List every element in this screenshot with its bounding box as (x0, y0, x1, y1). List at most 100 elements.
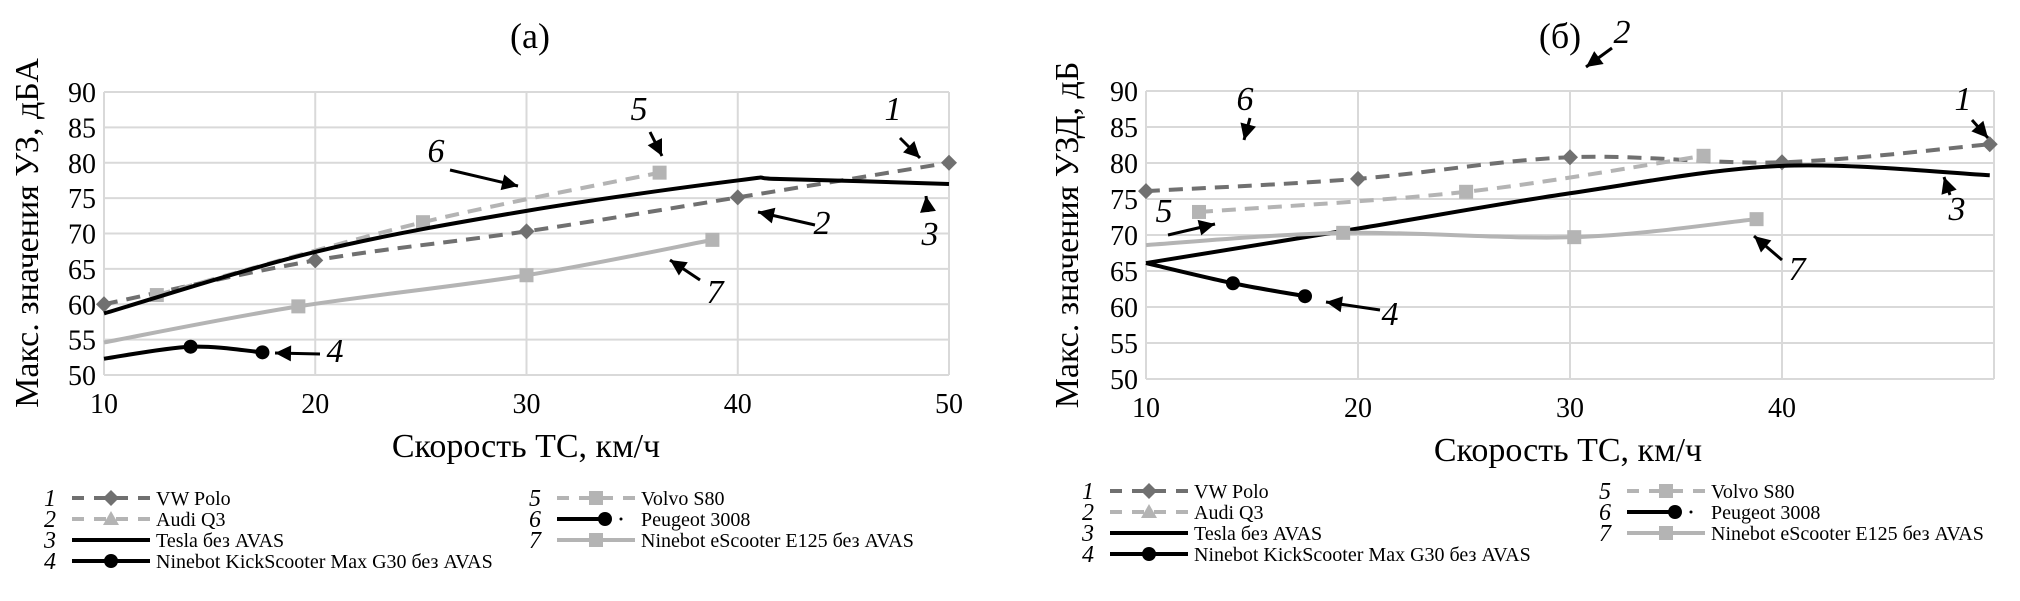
y-tick-label: 55 (1110, 329, 1138, 360)
callout-arrow-head (1240, 122, 1256, 140)
x-tick-label: 30 (513, 389, 541, 420)
data-point-marker (1696, 148, 1711, 163)
legend-marker (103, 511, 119, 525)
callout-arrow-head (670, 260, 688, 276)
data-point-marker (1749, 212, 1764, 227)
data-point-marker (1567, 230, 1582, 245)
x-tick-label: 20 (1344, 393, 1372, 424)
legend-item: 7 Ninebot eScooter E125 без AVAS (1599, 521, 1984, 547)
series-4 (103, 339, 270, 361)
y-tick-label: 65 (1110, 257, 1138, 288)
data-point-marker (1336, 225, 1351, 240)
data-point-marker (1138, 183, 1154, 200)
legend-dot (619, 517, 623, 521)
x-tick-label: 10 (90, 389, 118, 420)
legend-number: 3 (43, 528, 56, 554)
legend-label: Audi Q3 (1194, 502, 1263, 524)
callout-arrow-head (1971, 120, 1988, 138)
data-point-marker (1459, 184, 1474, 199)
callout-arrow-head (1754, 236, 1772, 253)
y-tick-label: 85 (1110, 113, 1138, 144)
y-axis-label: Макс. значения УЗД, дБ (1049, 62, 1086, 409)
data-point-marker (519, 268, 534, 283)
callout-arrow-head (500, 174, 518, 191)
legend-dot (1689, 510, 1693, 514)
series-3 (1145, 163, 1990, 266)
data-point-marker (1225, 276, 1240, 291)
x-tick-label: 20 (301, 389, 329, 420)
callout-label: 4 (327, 333, 344, 370)
series-5 (149, 165, 667, 303)
y-tick-label: 85 (68, 113, 96, 144)
series-line (1145, 261, 1306, 299)
callout-label: 3 (921, 216, 939, 253)
y-tick-label: 60 (68, 290, 96, 321)
legend-label: Ninebot KickScooter Max G30 без AVAS (1194, 544, 1531, 566)
y-tick-label: 70 (68, 220, 96, 251)
legend-marker (1141, 504, 1157, 518)
callout-arrow-head (758, 207, 776, 224)
legend-number: 4 (44, 549, 56, 575)
legend-number: 7 (1599, 521, 1612, 547)
callout-label: 4 (1382, 296, 1399, 333)
y-tick-label: 75 (68, 184, 96, 215)
panel-title: (б) (1539, 16, 1581, 56)
y-axis-label: Макс. значения УЗ, дБА (9, 58, 46, 408)
x-tick-label: 50 (935, 389, 963, 420)
legend-label: Peugeot 3008 (1711, 502, 1820, 524)
legend-label: Tesla без AVAS (156, 530, 284, 552)
callout-arrow-head (903, 141, 920, 158)
callout-label: 5 (631, 91, 648, 128)
y-tick-label: 50 (68, 361, 96, 392)
legend-marker (1141, 483, 1157, 499)
callout-arrow-head (1586, 51, 1604, 67)
legend-label: Volvo S80 (1711, 481, 1795, 503)
legend-marker (1142, 547, 1156, 561)
series-7 (103, 232, 720, 345)
legend-marker (1668, 505, 1682, 519)
data-point-marker (291, 299, 306, 314)
callouts: 1 2 3 4 5 6 7 (1156, 14, 1990, 333)
x-tick-label: 30 (1556, 393, 1584, 424)
legend-number: 6 (1599, 500, 1611, 526)
legend-marker (589, 491, 603, 505)
data-point-marker (941, 154, 957, 171)
legend-marker (104, 554, 118, 568)
data-point-marker (307, 252, 324, 269)
callout-arrow-head (275, 345, 292, 362)
data-point-marker (729, 189, 746, 206)
series-line (1145, 217, 1757, 248)
series-line (103, 344, 263, 361)
series-line (103, 175, 950, 316)
legend-number: 3 (1081, 521, 1094, 547)
legend-item: 4 Ninebot KickScooter Max G30 без AVAS (44, 549, 493, 575)
series-line (1145, 163, 1990, 266)
legend-number: 2 (1082, 500, 1094, 526)
x-tick-label: 10 (1132, 393, 1160, 424)
legend-number: 6 (529, 507, 541, 533)
legend-marker (103, 490, 119, 506)
callout-arrow-head (920, 196, 936, 213)
series-5 (1192, 148, 1711, 219)
callout-arrow-head (1941, 177, 1957, 195)
x-tick-label: 40 (724, 389, 752, 420)
callout-label: 5 (1156, 193, 1173, 230)
legend-item: 5 Volvo S80 (529, 486, 725, 512)
data-point-marker (1192, 204, 1206, 219)
data-point-marker (705, 232, 720, 247)
legend-marker (1659, 526, 1673, 540)
legend-number: 1 (1082, 479, 1094, 505)
legend-label: Volvo S80 (641, 488, 725, 510)
y-tick-label: 75 (1110, 185, 1138, 216)
legend-label: Ninebot KickScooter Max G30 без AVAS (156, 551, 493, 573)
data-point-marker (518, 223, 535, 240)
legend-item: 2 Audi Q3 (1082, 500, 1263, 526)
callout-label: 6 (1237, 81, 1254, 118)
legend-item: 1 VW Polo (1082, 479, 1269, 505)
callout-label: 3 (1948, 191, 1966, 228)
series-line (103, 160, 950, 307)
data-point-marker (1298, 289, 1312, 304)
x-axis-label: Скорость ТС, км/ч (392, 428, 660, 465)
y-tick-label: 80 (1110, 149, 1138, 180)
